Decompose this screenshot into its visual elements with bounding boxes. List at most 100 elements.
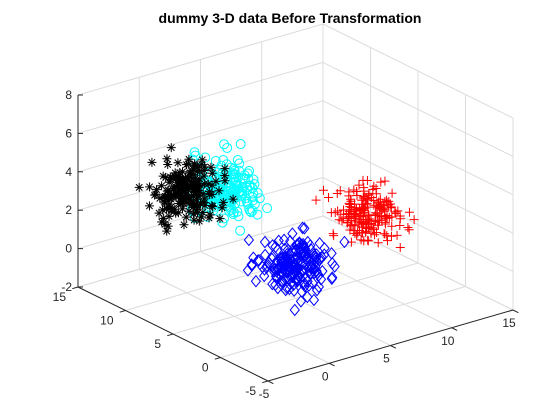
asterisk-marker bbox=[184, 206, 194, 216]
plus-marker bbox=[380, 219, 390, 229]
z-tick-label: 6 bbox=[65, 126, 72, 140]
asterisk-marker bbox=[170, 168, 180, 178]
asterisk-marker bbox=[192, 200, 202, 210]
asterisk-marker bbox=[176, 196, 186, 206]
diamond-marker bbox=[282, 265, 293, 279]
diamond-marker bbox=[286, 269, 297, 283]
asterisk-marker bbox=[197, 159, 207, 169]
asterisk-marker bbox=[173, 172, 183, 182]
asterisk-marker bbox=[155, 193, 165, 203]
plus-marker bbox=[381, 213, 391, 223]
z-tick-label: 8 bbox=[65, 88, 72, 102]
asterisk-marker bbox=[164, 211, 174, 221]
circle-marker bbox=[235, 139, 246, 150]
asterisk-marker bbox=[184, 154, 194, 164]
diamond-marker bbox=[297, 258, 308, 271]
plus-marker bbox=[338, 213, 348, 223]
diamond-marker bbox=[299, 222, 310, 235]
plus-marker bbox=[330, 208, 340, 218]
data-points bbox=[134, 139, 419, 317]
diamond-marker bbox=[302, 235, 313, 249]
plus-marker bbox=[352, 230, 362, 240]
asterisk-marker bbox=[161, 204, 171, 214]
diamond-marker bbox=[276, 278, 287, 292]
asterisk-marker bbox=[160, 219, 170, 229]
circle-marker bbox=[217, 217, 228, 228]
asterisk-marker bbox=[190, 173, 200, 183]
asterisk-marker bbox=[177, 193, 187, 203]
diamond-marker bbox=[306, 243, 317, 257]
y-tick-label: -5 bbox=[245, 384, 256, 398]
asterisk-marker bbox=[172, 182, 182, 192]
circle-marker bbox=[222, 190, 233, 201]
asterisk-marker bbox=[217, 203, 227, 213]
plus-marker bbox=[387, 221, 397, 231]
side-wall-gridline bbox=[322, 61, 514, 157]
plus-marker bbox=[390, 207, 400, 217]
asterisk-marker bbox=[198, 189, 208, 199]
asterisk-marker bbox=[196, 212, 206, 222]
asterisk-marker bbox=[199, 166, 209, 176]
asterisk-marker bbox=[205, 210, 215, 220]
circle-marker bbox=[234, 187, 245, 198]
plus-marker bbox=[375, 204, 385, 214]
asterisk-marker bbox=[183, 192, 193, 202]
asterisk-marker bbox=[157, 217, 167, 227]
circle-marker bbox=[229, 169, 240, 180]
diamond-marker bbox=[279, 274, 290, 288]
diamond-marker bbox=[307, 276, 318, 290]
plus-marker bbox=[382, 236, 392, 246]
asterisk-marker bbox=[188, 185, 198, 195]
plus-marker bbox=[364, 214, 374, 224]
plus-marker bbox=[357, 228, 367, 238]
plus-marker bbox=[338, 205, 348, 215]
plus-marker bbox=[364, 190, 374, 200]
asterisk-marker bbox=[195, 166, 205, 176]
plus-marker bbox=[395, 243, 405, 253]
circle-marker bbox=[227, 187, 238, 198]
asterisk-marker bbox=[194, 216, 204, 226]
plus-marker bbox=[343, 218, 353, 228]
asterisk-marker bbox=[189, 215, 199, 225]
asterisk-marker bbox=[173, 158, 183, 168]
asterisk-marker bbox=[166, 206, 176, 216]
asterisk-marker bbox=[166, 143, 176, 153]
circle-marker bbox=[232, 206, 243, 217]
side-wall-gridline bbox=[322, 138, 514, 234]
plus-marker bbox=[319, 185, 329, 195]
plus-marker bbox=[376, 177, 386, 187]
asterisk-marker bbox=[188, 202, 198, 212]
asterisk-marker bbox=[160, 191, 170, 201]
circle-marker bbox=[222, 142, 233, 153]
diamond-marker bbox=[282, 247, 293, 261]
circle-marker bbox=[233, 211, 244, 222]
diamond-marker bbox=[287, 245, 298, 259]
plus-marker bbox=[324, 193, 334, 203]
y-tick-label: 10 bbox=[100, 314, 114, 328]
diamond-marker bbox=[267, 250, 278, 263]
side-wall-gridline bbox=[322, 177, 514, 273]
diamond-marker bbox=[329, 260, 340, 273]
diamond-marker bbox=[271, 265, 282, 278]
diamond-marker bbox=[314, 236, 325, 250]
asterisk-marker bbox=[145, 182, 155, 192]
asterisk-marker bbox=[214, 186, 224, 196]
floor-gridline bbox=[220, 286, 466, 358]
diamond-marker bbox=[280, 253, 291, 267]
plus-marker bbox=[359, 191, 369, 201]
asterisk-marker bbox=[181, 212, 191, 222]
diamond-marker bbox=[288, 284, 300, 298]
plus-marker bbox=[359, 236, 369, 246]
plus-marker bbox=[351, 204, 361, 214]
asterisk-marker bbox=[186, 168, 196, 178]
diamond-marker bbox=[280, 255, 291, 269]
side-wall-gridline bbox=[322, 23, 514, 119]
plus-marker bbox=[359, 183, 369, 193]
asterisk-marker bbox=[158, 205, 168, 215]
plus-marker bbox=[354, 180, 364, 190]
circle-marker bbox=[249, 179, 260, 190]
diamond-marker bbox=[276, 274, 288, 288]
